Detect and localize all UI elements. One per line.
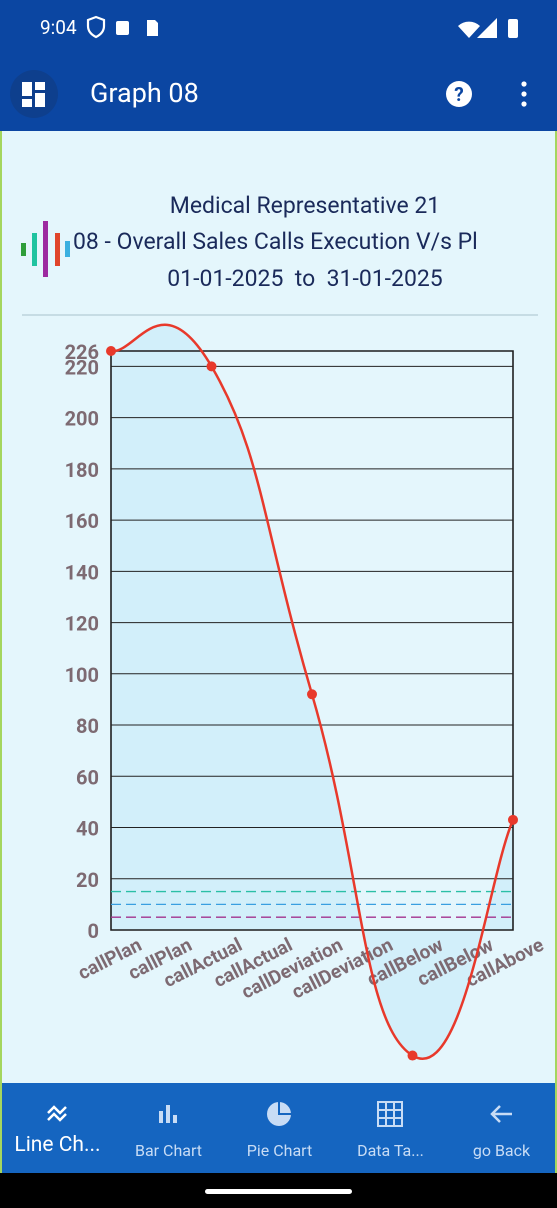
nav-icon xyxy=(267,1102,291,1126)
y-tick-label: 100 xyxy=(65,663,99,687)
nav-item[interactable]: Data Ta... xyxy=(335,1083,446,1173)
y-tick-label: 200 xyxy=(65,407,99,431)
status-icons xyxy=(86,15,518,39)
y-tick-label: 80 xyxy=(76,714,99,738)
area xyxy=(111,324,513,1059)
area-layer xyxy=(111,324,513,1059)
chart-title: Medical Representative 21 xyxy=(170,192,440,219)
app-bar-icons: ? xyxy=(10,70,527,118)
nav-icon xyxy=(47,1105,67,1122)
y-tick-label: 220 xyxy=(65,355,99,379)
content: Medical Representative 21 08 - Overall S… xyxy=(0,131,557,1083)
date-range: 01-01-2025 to 31-01-2025 xyxy=(167,265,443,292)
point xyxy=(206,361,217,372)
point xyxy=(307,689,317,700)
y-tick-label: 40 xyxy=(76,817,99,841)
nav-item[interactable]: Bar Chart xyxy=(113,1083,224,1173)
nav-icon xyxy=(377,1101,403,1127)
point xyxy=(508,814,518,825)
nav-label: Pie Chart xyxy=(246,1141,313,1160)
y-tick-label: 0 xyxy=(88,919,99,943)
nav-icon xyxy=(159,1105,177,1123)
nav-item[interactable]: Pie Chart xyxy=(224,1083,335,1173)
app-bar: ? Graph 08 xyxy=(0,60,557,131)
help-button[interactable] xyxy=(446,81,472,107)
y-tick-label: 226 xyxy=(65,340,99,364)
y-tick-label: 60 xyxy=(76,765,99,789)
chart: Medical Representative 21 08 - Overall S… xyxy=(21,192,547,1061)
system-bar xyxy=(0,1173,557,1208)
status-bar: 9:04 xyxy=(0,0,557,60)
svg-text:?: ? xyxy=(454,83,463,106)
logo xyxy=(21,221,70,277)
nav-item[interactable]: Line Ch... xyxy=(2,1083,113,1173)
nav-label: Line Ch... xyxy=(14,1133,101,1157)
menu-button[interactable] xyxy=(10,70,58,118)
y-tick-label: 20 xyxy=(76,868,99,892)
chart-subtitle: 08 - Overall Sales Calls Execution V/s P… xyxy=(73,228,478,255)
nav-label: go Back xyxy=(472,1141,531,1160)
y-tick-label: 140 xyxy=(65,560,99,584)
nav-item[interactable]: go Back xyxy=(446,1083,557,1173)
y-tick-label: 120 xyxy=(65,612,99,636)
clock: 9:04 xyxy=(40,16,77,39)
nav-label: Data Ta... xyxy=(357,1141,424,1160)
line xyxy=(110,323,515,1060)
y-tick-label: 160 xyxy=(65,509,99,533)
bottom-nav: Line Ch... Bar Chart Pie Chart Data Ta... go… xyxy=(0,1083,557,1175)
home-indicator xyxy=(205,1189,352,1194)
y-tick-label: 180 xyxy=(65,458,99,482)
more-button[interactable] xyxy=(521,81,527,87)
point xyxy=(407,1050,418,1061)
nav-label: Bar Chart xyxy=(134,1141,203,1160)
app-title: Graph 08 xyxy=(90,77,199,109)
nav-icon xyxy=(490,1105,512,1123)
point xyxy=(106,346,116,356)
